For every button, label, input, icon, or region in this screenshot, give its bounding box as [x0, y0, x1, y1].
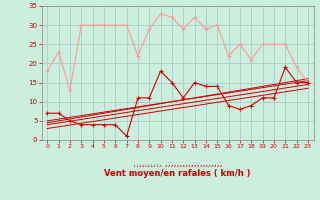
Text: ↓↓↓↘↓↙↓↙↓↗ ↗↗↗↗↗↗↗↗↗↗↗↗↗↗↗↗↗↗↗↗: ↓↓↓↘↓↙↓↙↓↗ ↗↗↗↗↗↗↗↗↗↗↗↗↗↗↗↗↗↗↗↗: [133, 164, 222, 169]
X-axis label: Vent moyen/en rafales ( km/h ): Vent moyen/en rafales ( km/h ): [104, 169, 251, 178]
